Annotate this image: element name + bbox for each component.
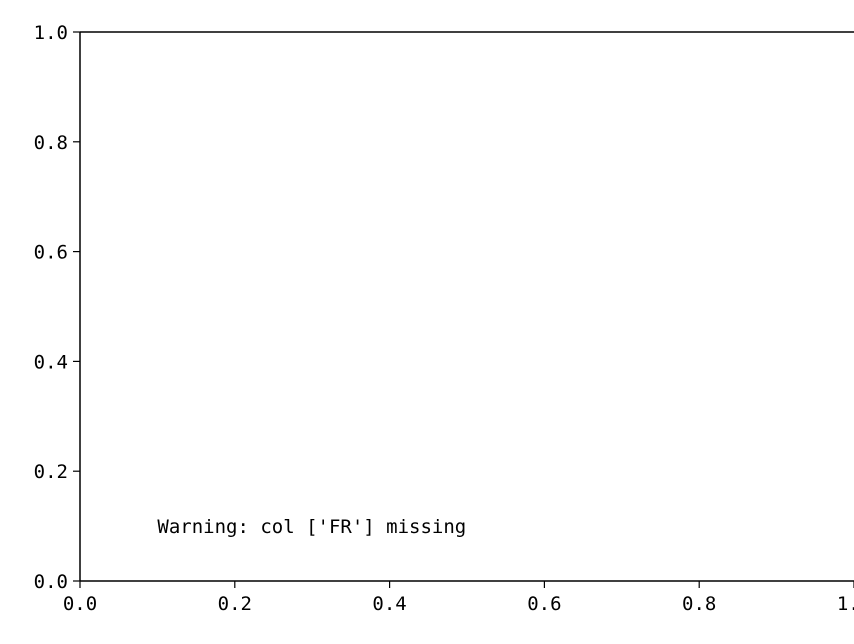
y-tick-label: 0.2 bbox=[34, 461, 68, 483]
x-tick-label: 0.2 bbox=[218, 593, 252, 615]
x-tick-label: 0.0 bbox=[63, 593, 97, 615]
x-axis-ticks: 0.0 0.2 0.4 0.6 0.8 1.0 bbox=[63, 581, 854, 615]
axes bbox=[79, 31, 854, 582]
x-tick-label: 0.4 bbox=[372, 593, 406, 615]
y-tick-label: 0.6 bbox=[34, 242, 68, 264]
x-tick-label: 1.0 bbox=[837, 593, 854, 615]
y-tick-label: 0.4 bbox=[34, 351, 68, 373]
y-tick-label: 1.0 bbox=[34, 22, 68, 44]
y-tick-label: 0.8 bbox=[34, 132, 68, 154]
x-tick-label: 0.8 bbox=[682, 593, 716, 615]
warning-annotation: Warning: col ['FR'] missing bbox=[157, 516, 466, 538]
x-tick-label: 0.6 bbox=[527, 593, 561, 615]
y-tick-label: 0.0 bbox=[34, 571, 68, 593]
y-axis-ticks: 0.0 0.2 0.4 0.6 0.8 1.0 bbox=[34, 22, 80, 593]
